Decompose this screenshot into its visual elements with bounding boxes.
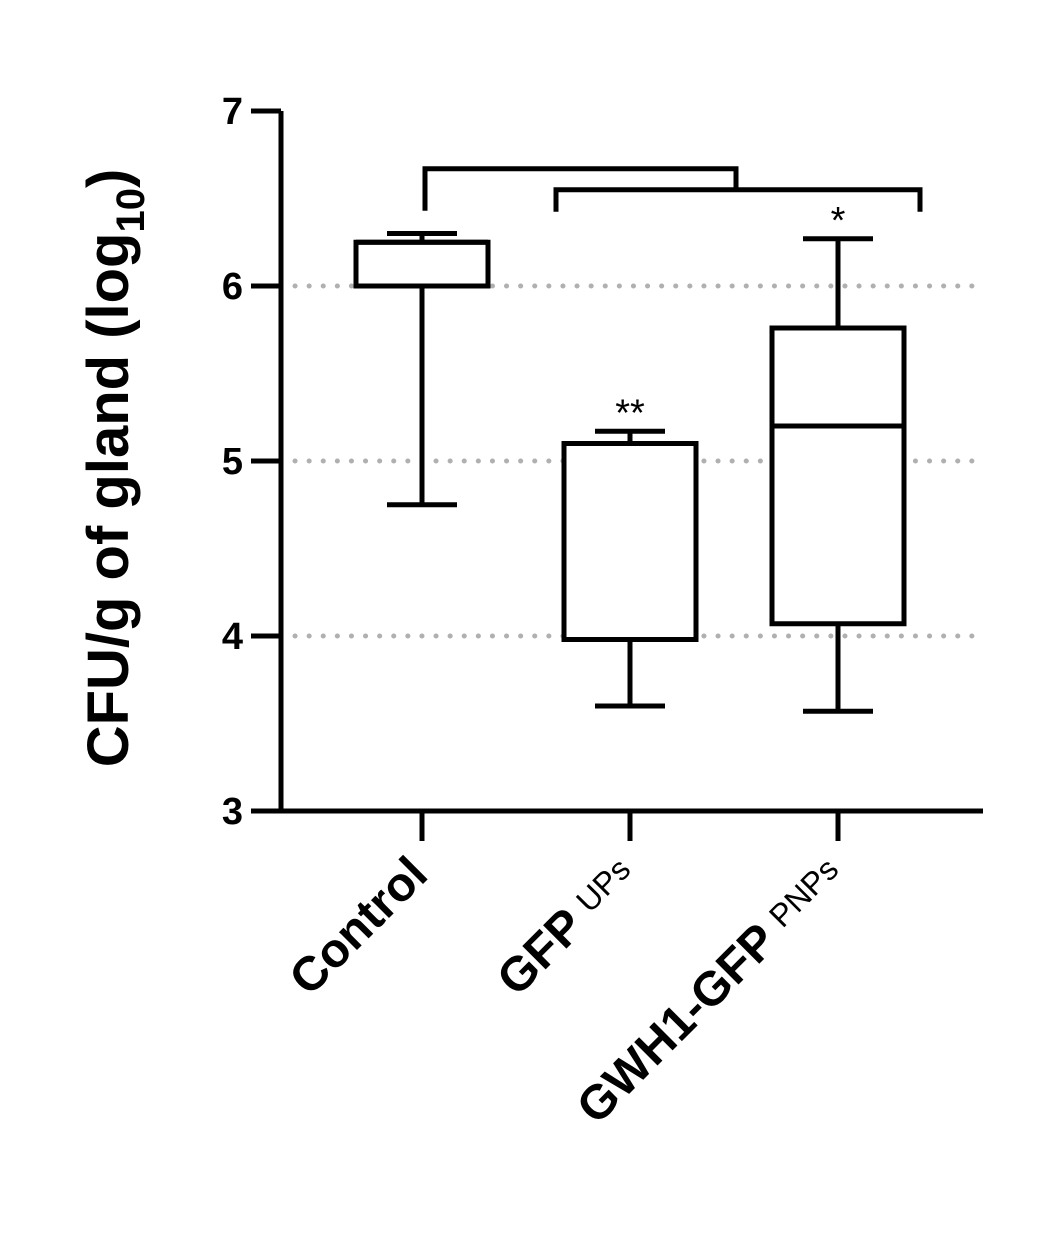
y-tick-label: 6	[222, 266, 243, 308]
x-tick-label: Control	[280, 847, 438, 1005]
y-tick-label: 7	[222, 91, 243, 133]
comparison-brackets	[422, 166, 923, 212]
bracket-treatments	[553, 187, 923, 212]
y-tick-label: 5	[222, 441, 243, 483]
y-tick-label: 4	[222, 616, 243, 658]
significance-label: **	[615, 392, 645, 434]
box-body	[353, 239, 491, 289]
x-tick-label: GFPUPs	[487, 847, 645, 1005]
box-2: **	[561, 392, 699, 709]
significance-label: *	[831, 200, 846, 242]
box-body	[769, 325, 907, 627]
boxes: ***	[353, 200, 907, 714]
box-3: *	[769, 200, 907, 714]
y-tick-label: 3	[222, 791, 243, 833]
bracket-control	[422, 166, 739, 211]
box-1	[353, 231, 491, 508]
box-body	[561, 441, 699, 642]
y-axis-title: CFU/g of gland (log10)	[76, 169, 153, 768]
